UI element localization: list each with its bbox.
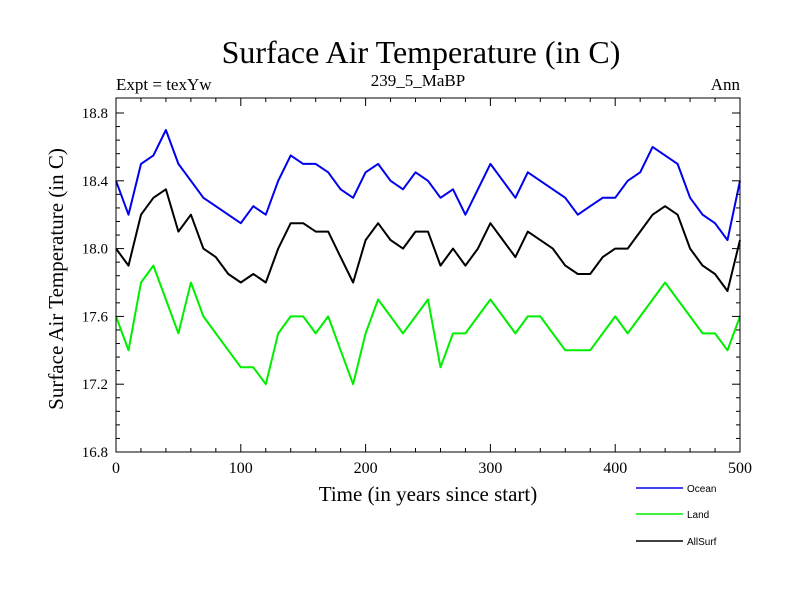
legend-label-allsurf: AllSurf	[687, 537, 717, 548]
chart-title: Surface Air Temperature (in C)	[222, 34, 621, 70]
x-tick-label: 0	[112, 460, 120, 477]
series-line-ocean	[115, 129, 741, 242]
plot-frame	[115, 97, 741, 453]
x-tick-label: 400	[603, 460, 627, 477]
legend-label-land: Land	[687, 510, 709, 521]
axes: 0 100 200 300 400 500 16.8 17.2 17.6 18.0 18.4 18.8	[82, 97, 752, 477]
series-line-land	[115, 264, 741, 386]
x-tick-label: 100	[229, 460, 253, 477]
experiment-label: Expt = texYw	[116, 75, 212, 94]
x-tick-label: 500	[728, 460, 752, 477]
y-tick-label: 17.2	[82, 377, 108, 393]
chart-subtitle: 239_5_MaBP	[371, 71, 465, 90]
y-tick-label: 18.0	[82, 242, 108, 258]
y-tick-label: 18.4	[82, 174, 109, 190]
legend-label-ocean: Ocean	[687, 484, 716, 495]
period-label: Ann	[711, 75, 741, 94]
x-tick-label: 300	[478, 460, 502, 477]
y-axis-label: Surface Air Temperature (in C)	[44, 148, 68, 410]
plot-lines	[115, 129, 741, 386]
x-tick-label: 200	[354, 460, 378, 477]
y-tick-label: 18.8	[82, 106, 108, 122]
y-tick-label: 17.6	[82, 309, 109, 325]
y-tick-label: 16.8	[82, 445, 108, 461]
legend: Ocean Land AllSurf	[636, 484, 717, 548]
x-axis-label: Time (in years since start)	[319, 482, 538, 506]
series-line-allsurf	[115, 188, 741, 292]
